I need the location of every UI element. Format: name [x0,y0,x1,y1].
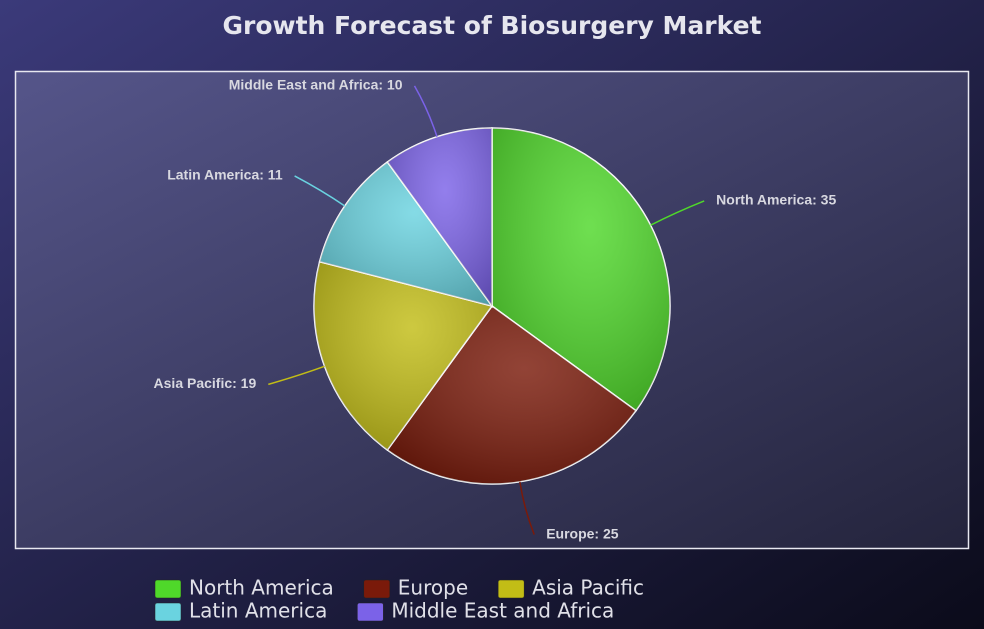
data-label: Europe: 25 [546,525,619,541]
legend-swatch [497,579,525,599]
leader-line [268,365,325,386]
data-label: Latin America: 11 [167,167,283,183]
leader-line [519,481,535,535]
chart-title: Growth Forecast of Biosurgery Market [222,11,761,40]
legend-label: Europe [398,576,468,600]
legend-swatch [154,579,182,599]
data-label: Asia Pacific: 19 [154,375,257,391]
legend-label: North America [189,576,334,600]
legend-swatch [154,602,182,622]
legend-swatch [363,579,391,599]
legend-label: Latin America [189,599,327,623]
data-label: Middle East and Africa: 10 [229,77,403,93]
legend-label: Middle East and Africa [391,599,614,623]
leader-line [294,175,346,207]
leader-line [413,85,438,137]
leader-line [650,200,705,226]
legend-swatch [357,602,384,622]
legend-label: Asia Pacific [532,576,644,600]
data-label: North America: 35 [716,192,836,208]
